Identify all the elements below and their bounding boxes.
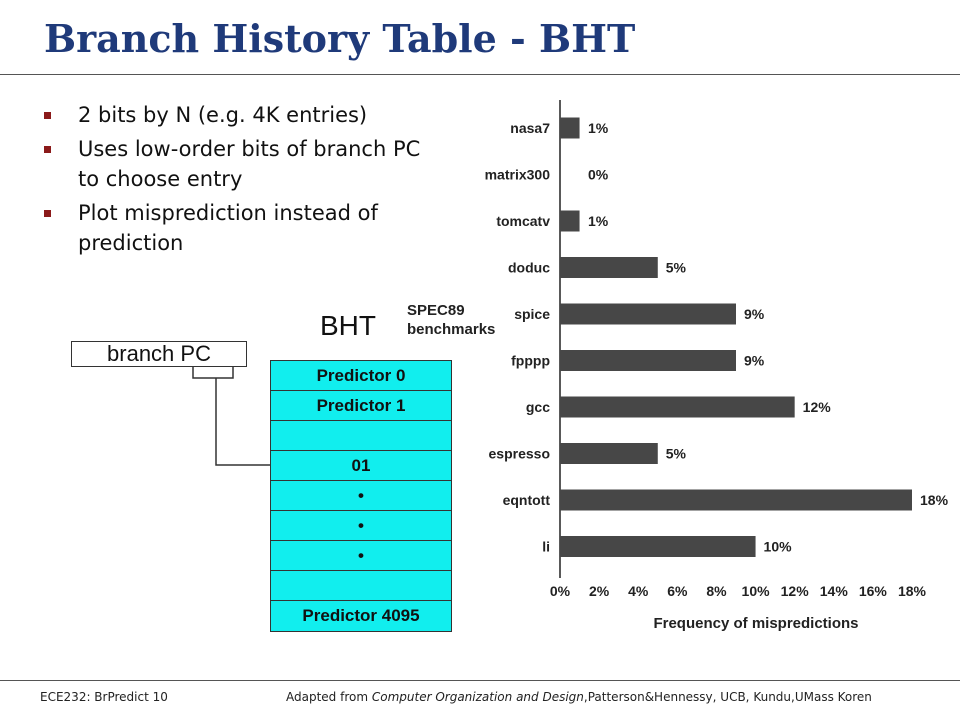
x-axis-label: Frequency of mispredictions bbox=[653, 615, 858, 632]
value-label: 9% bbox=[744, 353, 765, 369]
credit-suffix: ,Patterson&Hennessy, UCB, Kundu,UMass Ko… bbox=[583, 690, 872, 704]
x-tick-label: 14% bbox=[820, 583, 849, 599]
value-label: 0% bbox=[588, 167, 609, 183]
value-label: 1% bbox=[588, 213, 609, 229]
bar bbox=[560, 536, 756, 557]
footer-divider bbox=[0, 680, 960, 681]
category-label: gcc bbox=[526, 399, 550, 415]
bar bbox=[560, 443, 658, 464]
x-tick-label: 18% bbox=[898, 583, 927, 599]
bht-row bbox=[271, 421, 451, 451]
x-tick-label: 0% bbox=[550, 583, 571, 599]
credit-book: Computer Organization and Design bbox=[371, 690, 584, 704]
bullet-item: Plot misprediction instead of prediction bbox=[42, 198, 442, 258]
bht-table: Predictor 0 Predictor 1 01 • • • Predict… bbox=[270, 360, 452, 632]
bht-row: 01 bbox=[271, 451, 451, 481]
bullet-item: Uses low-order bits of branch PC to choo… bbox=[42, 134, 442, 194]
bullet-item: 2 bits by N (e.g. 4K entries) bbox=[42, 100, 442, 130]
category-label: fpppp bbox=[511, 353, 550, 369]
slide-title: Branch History Table - BHT bbox=[44, 16, 636, 61]
bht-row bbox=[271, 571, 451, 601]
category-label: tomcatv bbox=[496, 213, 550, 229]
bht-row: Predictor 0 bbox=[271, 361, 451, 391]
value-label: 1% bbox=[588, 120, 609, 136]
x-tick-label: 4% bbox=[628, 583, 649, 599]
x-tick-label: 6% bbox=[667, 583, 688, 599]
category-label: nasa7 bbox=[510, 120, 550, 136]
x-tick-label: 16% bbox=[859, 583, 888, 599]
bar bbox=[560, 350, 736, 371]
x-tick-label: 8% bbox=[706, 583, 727, 599]
slide-footer-id: ECE232: BrPredict 10 bbox=[40, 690, 168, 704]
value-label: 18% bbox=[920, 492, 949, 508]
legend-note-line: SPEC89 bbox=[407, 302, 465, 319]
credit-prefix: Adapted from bbox=[286, 690, 372, 704]
bullet-list: 2 bits by N (e.g. 4K entries) Uses low-o… bbox=[42, 100, 442, 262]
x-tick-label: 12% bbox=[781, 583, 810, 599]
x-tick-label: 2% bbox=[589, 583, 610, 599]
slide-footer-credit: Adapted from Computer Organization and D… bbox=[286, 690, 872, 704]
value-label: 9% bbox=[744, 306, 765, 322]
x-tick-label: 10% bbox=[742, 583, 771, 599]
legend-note: SPEC89 benchmarks bbox=[407, 302, 495, 338]
value-label: 5% bbox=[666, 260, 687, 276]
bht-label: BHT bbox=[320, 310, 376, 341]
title-divider bbox=[0, 74, 960, 75]
branch-pc-box: branch PC bbox=[71, 341, 247, 367]
bht-row: Predictor 1 bbox=[271, 391, 451, 421]
bar bbox=[560, 489, 912, 511]
bht-row: Predictor 4095 bbox=[271, 601, 451, 631]
category-label: spice bbox=[514, 306, 550, 322]
category-label: eqntott bbox=[503, 492, 551, 508]
category-label: matrix300 bbox=[485, 167, 551, 183]
category-label: doduc bbox=[508, 260, 550, 276]
category-label: espresso bbox=[489, 446, 550, 462]
bar bbox=[560, 210, 580, 232]
value-label: 10% bbox=[764, 539, 793, 555]
category-label: li bbox=[542, 539, 550, 555]
bht-row: • bbox=[271, 481, 451, 511]
value-label: 12% bbox=[803, 399, 832, 415]
bar bbox=[560, 396, 795, 418]
bar bbox=[560, 117, 580, 139]
value-label: 5% bbox=[666, 446, 687, 462]
bar bbox=[560, 257, 658, 278]
bht-row: • bbox=[271, 541, 451, 571]
bar bbox=[560, 303, 736, 325]
legend-note-line: benchmarks bbox=[407, 321, 495, 338]
bht-row: • bbox=[271, 511, 451, 541]
